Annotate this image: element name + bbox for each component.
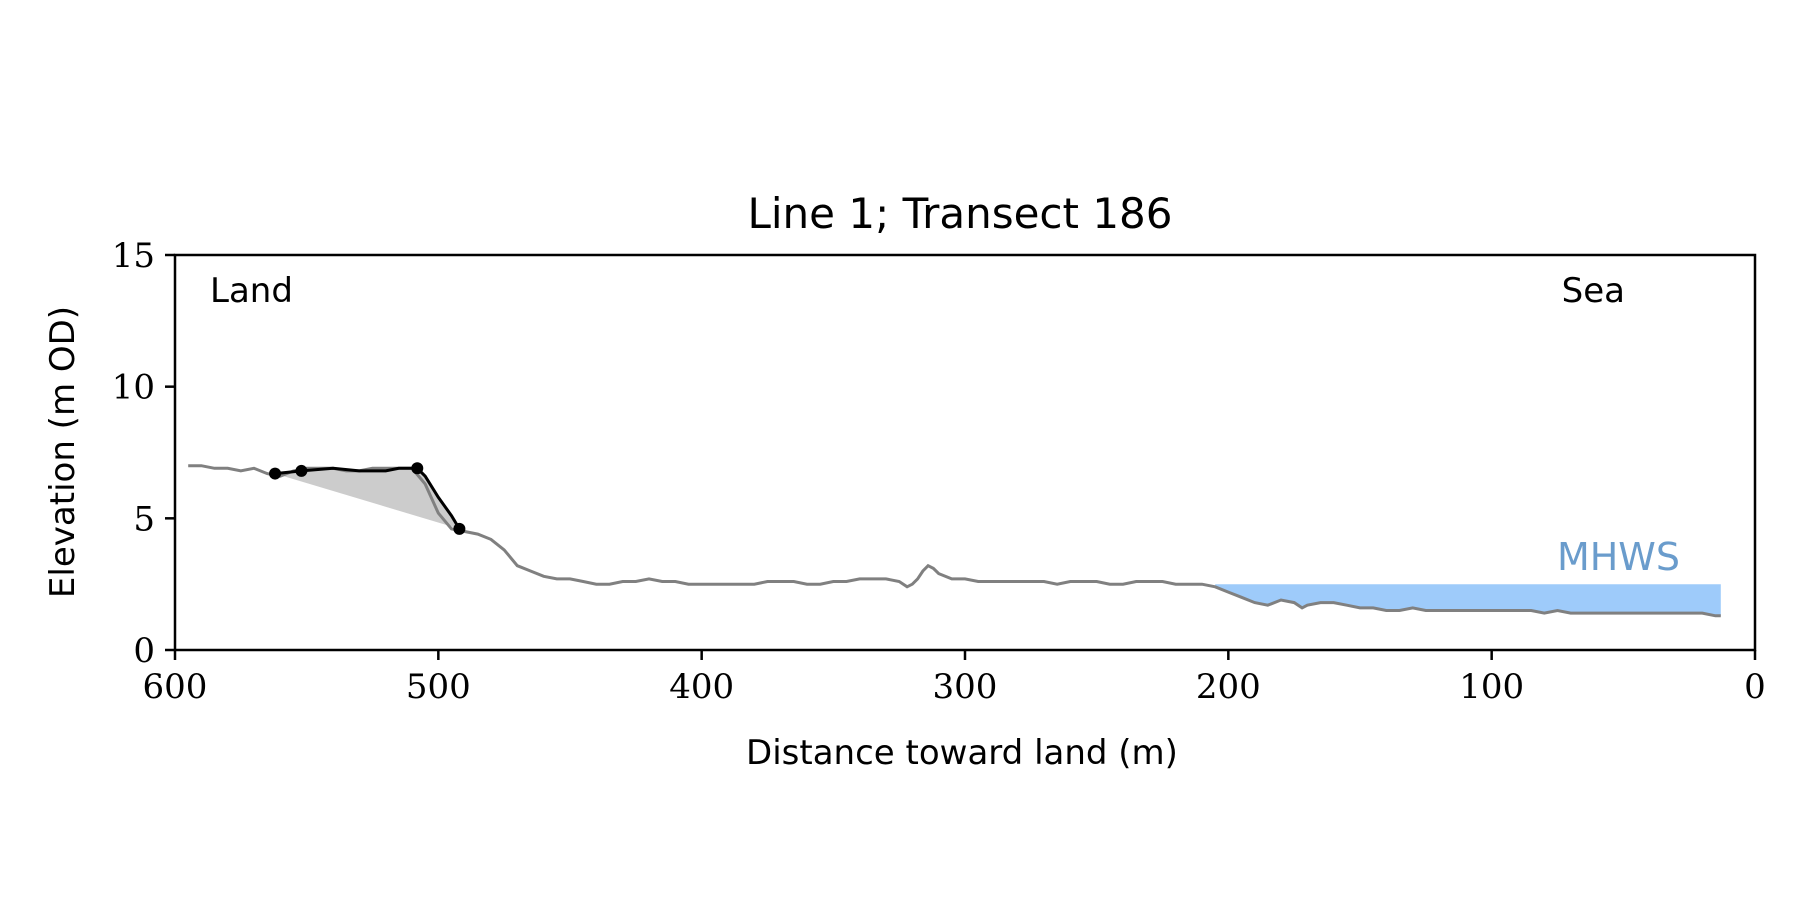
feature-fill-area xyxy=(275,468,460,529)
y-axis-ticks: 0 5 10 15 xyxy=(112,236,175,671)
feature-point xyxy=(453,522,466,535)
feature-points xyxy=(269,462,466,535)
x-tick-label: 200 xyxy=(1196,667,1261,707)
x-axis-label: Distance toward land (m) xyxy=(746,733,1178,773)
feature-point xyxy=(295,464,308,477)
feature-point xyxy=(269,467,282,480)
feature-line xyxy=(274,466,461,530)
chart-title: Line 1; Transect 186 xyxy=(747,189,1172,238)
x-tick-label: 500 xyxy=(406,667,471,707)
y-tick-label: 5 xyxy=(133,499,155,539)
x-tick-label: 0 xyxy=(1744,667,1766,707)
x-tick-label: 300 xyxy=(933,667,998,707)
y-tick-label: 0 xyxy=(133,631,155,671)
y-tick-label: 10 xyxy=(112,368,155,408)
x-tick-label: 600 xyxy=(143,667,208,707)
x-axis-ticks: 600 500 400 300 200 100 0 xyxy=(143,650,1766,707)
feature-point xyxy=(411,462,424,475)
x-tick-label: 100 xyxy=(1459,667,1524,707)
y-axis-label: Elevation (m OD) xyxy=(43,306,83,598)
mhws-band xyxy=(1215,584,1721,616)
land-annotation: Land xyxy=(210,271,293,311)
y-tick-label: 15 xyxy=(112,236,155,276)
x-tick-label: 400 xyxy=(669,667,734,707)
sea-annotation: Sea xyxy=(1562,271,1625,311)
plot-area xyxy=(188,462,1721,618)
mhws-label: MHWS xyxy=(1557,535,1680,579)
